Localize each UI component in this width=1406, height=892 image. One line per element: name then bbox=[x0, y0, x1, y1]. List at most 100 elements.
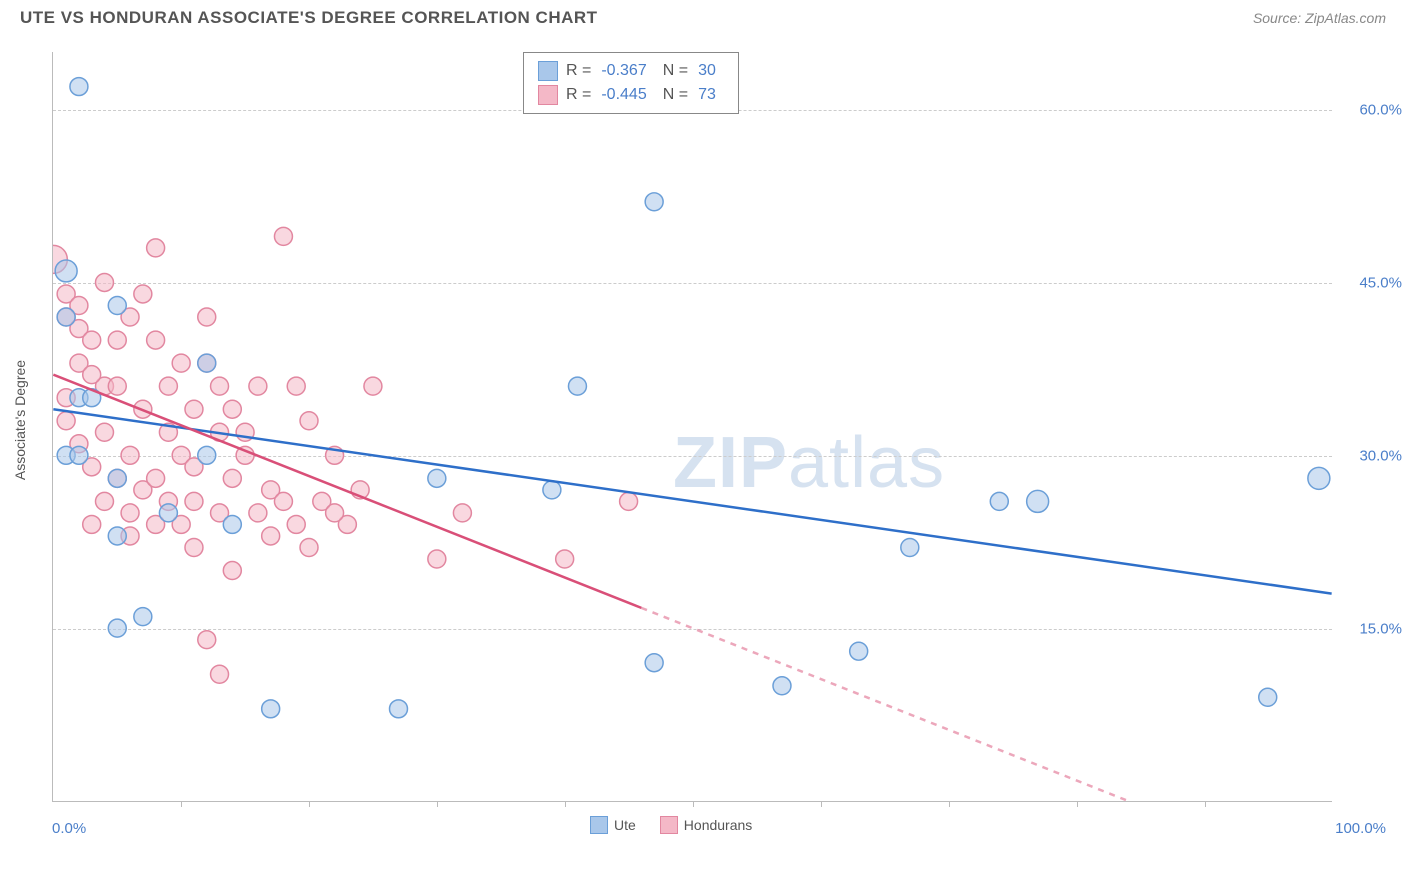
data-point bbox=[198, 631, 216, 649]
data-point bbox=[70, 446, 88, 464]
data-point bbox=[147, 331, 165, 349]
data-point bbox=[147, 469, 165, 487]
legend-swatch bbox=[660, 816, 678, 834]
data-point bbox=[95, 492, 113, 510]
data-point bbox=[223, 469, 241, 487]
data-point bbox=[211, 377, 229, 395]
legend-swatch bbox=[538, 61, 558, 81]
data-point bbox=[159, 377, 177, 395]
data-point bbox=[121, 446, 139, 464]
legend-n-label: N = bbox=[663, 62, 688, 80]
data-point bbox=[108, 297, 126, 315]
legend-r-label: R = bbox=[566, 62, 591, 80]
data-point bbox=[249, 504, 267, 522]
data-point bbox=[147, 239, 165, 257]
legend-r-label: R = bbox=[566, 86, 591, 104]
data-point bbox=[172, 354, 190, 372]
data-point bbox=[83, 331, 101, 349]
y-axis-label: Associate's Degree bbox=[12, 360, 28, 480]
trend-line bbox=[53, 409, 1331, 593]
data-point bbox=[1027, 490, 1049, 512]
data-point bbox=[453, 504, 471, 522]
legend-n-value: 73 bbox=[698, 86, 716, 104]
data-point bbox=[159, 504, 177, 522]
x-tick bbox=[693, 801, 694, 807]
legend-label: Ute bbox=[614, 817, 636, 833]
data-point bbox=[108, 377, 126, 395]
data-point bbox=[645, 193, 663, 211]
data-point bbox=[364, 377, 382, 395]
data-point bbox=[95, 273, 113, 291]
data-point bbox=[83, 515, 101, 533]
x-axis-min-label: 0.0% bbox=[52, 820, 86, 837]
data-point bbox=[108, 619, 126, 637]
data-point bbox=[83, 366, 101, 384]
data-point bbox=[287, 515, 305, 533]
data-point bbox=[211, 665, 229, 683]
x-tick bbox=[181, 801, 182, 807]
legend-row: R = -0.367 N = 30 bbox=[538, 59, 724, 83]
data-point bbox=[428, 469, 446, 487]
chart-plot-area: ZIPatlas R =-0.367N =30R =-0.445N =73 15… bbox=[52, 52, 1332, 802]
x-tick bbox=[1077, 801, 1078, 807]
chart-source: Source: ZipAtlas.com bbox=[1253, 10, 1386, 26]
data-point bbox=[300, 412, 318, 430]
y-tick-label: 60.0% bbox=[1359, 101, 1402, 118]
data-point bbox=[198, 308, 216, 326]
x-tick bbox=[437, 801, 438, 807]
data-point bbox=[262, 527, 280, 545]
legend-swatch bbox=[538, 85, 558, 105]
data-point bbox=[249, 377, 267, 395]
data-point bbox=[568, 377, 586, 395]
data-point bbox=[1308, 467, 1330, 489]
data-point bbox=[55, 260, 77, 282]
data-point bbox=[543, 481, 561, 499]
data-point bbox=[134, 608, 152, 626]
data-point bbox=[223, 400, 241, 418]
data-point bbox=[57, 308, 75, 326]
correlation-legend: R =-0.367N =30R =-0.445N =73 bbox=[523, 52, 739, 114]
x-axis-max-label: 100.0% bbox=[1335, 820, 1386, 837]
data-point bbox=[428, 550, 446, 568]
data-point bbox=[990, 492, 1008, 510]
legend-swatch bbox=[590, 816, 608, 834]
data-point bbox=[326, 504, 344, 522]
data-point bbox=[274, 227, 292, 245]
data-point bbox=[57, 412, 75, 430]
data-point bbox=[70, 78, 88, 96]
legend-row: R =-0.445N =73 bbox=[538, 83, 724, 107]
legend-n-value: 30 bbox=[698, 62, 716, 80]
legend-r-value: -0.367 bbox=[601, 62, 646, 80]
data-point bbox=[262, 700, 280, 718]
x-tick bbox=[565, 801, 566, 807]
data-point bbox=[108, 469, 126, 487]
y-tick-label: 45.0% bbox=[1359, 274, 1402, 291]
legend-n-label: N = bbox=[663, 86, 688, 104]
data-point bbox=[95, 423, 113, 441]
data-point bbox=[223, 515, 241, 533]
series-legend: Ute Hondurans bbox=[590, 816, 752, 834]
chart-header: UTE VS HONDURAN ASSOCIATE'S DEGREE CORRE… bbox=[0, 0, 1406, 32]
data-point bbox=[185, 539, 203, 557]
data-point bbox=[185, 492, 203, 510]
data-point bbox=[287, 377, 305, 395]
data-point bbox=[274, 492, 292, 510]
trend-line-dashed bbox=[641, 608, 1128, 801]
series-legend-item: Hondurans bbox=[660, 816, 753, 834]
data-point bbox=[223, 562, 241, 580]
y-tick-label: 30.0% bbox=[1359, 447, 1402, 464]
x-tick bbox=[821, 801, 822, 807]
data-point bbox=[198, 446, 216, 464]
x-tick bbox=[309, 801, 310, 807]
series-legend-item: Ute bbox=[590, 816, 636, 834]
data-point bbox=[300, 539, 318, 557]
data-point bbox=[108, 331, 126, 349]
data-point bbox=[108, 527, 126, 545]
data-point bbox=[901, 539, 919, 557]
x-tick bbox=[1205, 801, 1206, 807]
data-point bbox=[556, 550, 574, 568]
data-point bbox=[645, 654, 663, 672]
x-tick bbox=[949, 801, 950, 807]
y-tick-label: 15.0% bbox=[1359, 620, 1402, 637]
data-point bbox=[185, 400, 203, 418]
